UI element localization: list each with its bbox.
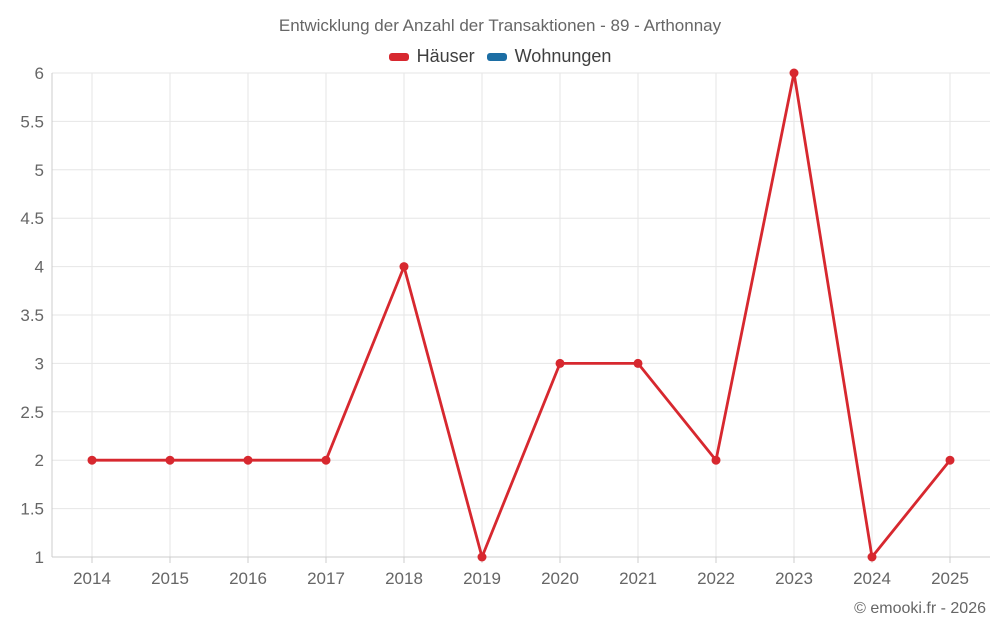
x-axis-tick-label: 2016 bbox=[229, 569, 267, 588]
x-axis-tick-label: 2017 bbox=[307, 569, 345, 588]
legend-swatch-icon bbox=[486, 52, 507, 61]
data-point-marker[interactable] bbox=[633, 358, 643, 368]
x-axis-tick-label: 2023 bbox=[775, 569, 813, 588]
data-point-marker[interactable] bbox=[321, 455, 331, 465]
data-point-marker[interactable] bbox=[711, 455, 721, 465]
data-point-marker[interactable] bbox=[399, 262, 409, 272]
series-line-h-user bbox=[90, 71, 952, 559]
y-axis-tick-label: 3 bbox=[35, 354, 44, 373]
legend-item-h-user[interactable]: Häuser bbox=[388, 46, 475, 67]
data-point-marker[interactable] bbox=[789, 68, 799, 78]
x-axis-tick-label: 2022 bbox=[697, 569, 735, 588]
data-point-marker[interactable] bbox=[867, 552, 877, 562]
x-axis-tick-label: 2019 bbox=[463, 569, 501, 588]
chart-legend: Häuser Wohnungen bbox=[0, 46, 1000, 67]
data-point-marker[interactable] bbox=[555, 358, 565, 368]
x-axis-tick-label: 2015 bbox=[151, 569, 189, 588]
y-axis-tick-label: 5 bbox=[35, 161, 44, 180]
x-axis-tick-label: 2025 bbox=[931, 569, 969, 588]
legend-label: Häuser bbox=[416, 46, 475, 66]
legend-label: Wohnungen bbox=[514, 46, 612, 66]
copyright-credit: © emooki.fr - 2026 bbox=[854, 600, 986, 617]
data-point-marker[interactable] bbox=[87, 455, 97, 465]
y-axis-tick-label: 1 bbox=[35, 548, 44, 567]
chart-title: Entwicklung der Anzahl der Transaktionen… bbox=[278, 16, 722, 35]
data-point-marker[interactable] bbox=[165, 455, 175, 465]
y-axis-tick-label: 4.5 bbox=[20, 209, 44, 228]
x-axis-tick-label: 2021 bbox=[619, 569, 657, 588]
x-axis-tick-label: 2020 bbox=[541, 569, 579, 588]
x-axis-tick-label: 2014 bbox=[73, 569, 111, 588]
data-point-marker[interactable] bbox=[945, 455, 955, 465]
x-axis-tick-label: 2018 bbox=[385, 569, 423, 588]
data-point-marker[interactable] bbox=[243, 455, 253, 465]
y-axis-tick-label: 6 bbox=[35, 64, 44, 83]
y-axis-tick-label: 4 bbox=[35, 258, 44, 277]
y-axis-tick-label: 2 bbox=[35, 451, 44, 470]
legend-swatch-icon bbox=[388, 52, 409, 61]
y-axis-tick-label: 2.5 bbox=[20, 403, 44, 422]
y-axis-tick-label: 5.5 bbox=[20, 112, 44, 131]
x-axis-tick-label: 2024 bbox=[853, 569, 891, 588]
data-point-marker[interactable] bbox=[477, 552, 487, 562]
legend-item-wohnungen[interactable]: Wohnungen bbox=[486, 46, 612, 67]
y-axis-tick-label: 3.5 bbox=[20, 306, 44, 325]
y-axis-tick-label: 1.5 bbox=[20, 500, 44, 519]
